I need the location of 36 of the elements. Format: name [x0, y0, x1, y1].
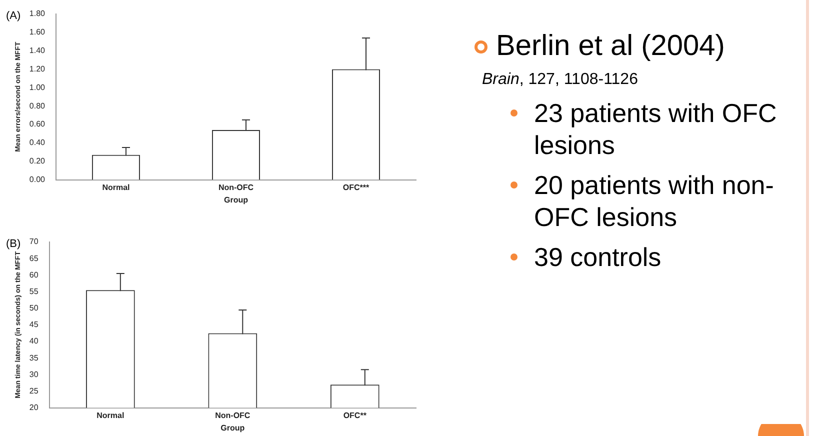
y-tick-label: 40 [29, 336, 39, 346]
y-tick-label: 50 [29, 304, 39, 313]
y-tick-label: 25 [29, 386, 39, 396]
chart-title: (B) [6, 238, 21, 250]
x-axis-title: Group [224, 195, 248, 204]
text: 39 controls [534, 241, 662, 273]
y-tick-label: 65 [29, 254, 39, 263]
y-tick-label: 0.20 [29, 156, 46, 166]
text: 20 patients with non-OFC lesions [534, 169, 775, 233]
x-tick-label: OFC** [343, 410, 368, 420]
y-tick-label: 45 [29, 320, 39, 330]
y-tick-label: 0.80 [29, 101, 46, 110]
text: Brain, 127, 1108-1126 [482, 71, 639, 89]
y-tick-label: 1.40 [29, 46, 46, 56]
y-tick-label: 0.60 [29, 120, 46, 129]
y-tick-label: 1.20 [29, 64, 46, 74]
chart-title: (A) [6, 10, 21, 22]
y-tick-label: 1.00 [29, 82, 46, 92]
y-tick-label: 1.60 [29, 28, 46, 37]
x-tick-label: Non-OFC [215, 410, 250, 420]
text: 23 patients with OFC lesions [534, 97, 778, 161]
y-tick-label: 0.40 [29, 138, 46, 148]
y-tick-label: 60 [29, 270, 39, 280]
y-tick-label: 35 [29, 353, 39, 362]
y-tick-label: 20 [29, 403, 39, 412]
x-tick-label: OFC*** [342, 182, 370, 192]
text: Berlin et al (2004) [496, 30, 725, 63]
y-tick-label: 0.00 [29, 175, 46, 184]
x-tick-label: Normal [96, 410, 124, 420]
y-tick-label: 1.80 [29, 9, 46, 18]
x-tick-label: Normal [102, 182, 130, 192]
y-tick-label: 55 [29, 286, 39, 296]
y-tick-label: 30 [29, 370, 39, 379]
y-tick-label: 70 [29, 237, 39, 246]
x-axis-title: Group [220, 423, 245, 432]
x-tick-label: Non-OFC [218, 182, 254, 192]
